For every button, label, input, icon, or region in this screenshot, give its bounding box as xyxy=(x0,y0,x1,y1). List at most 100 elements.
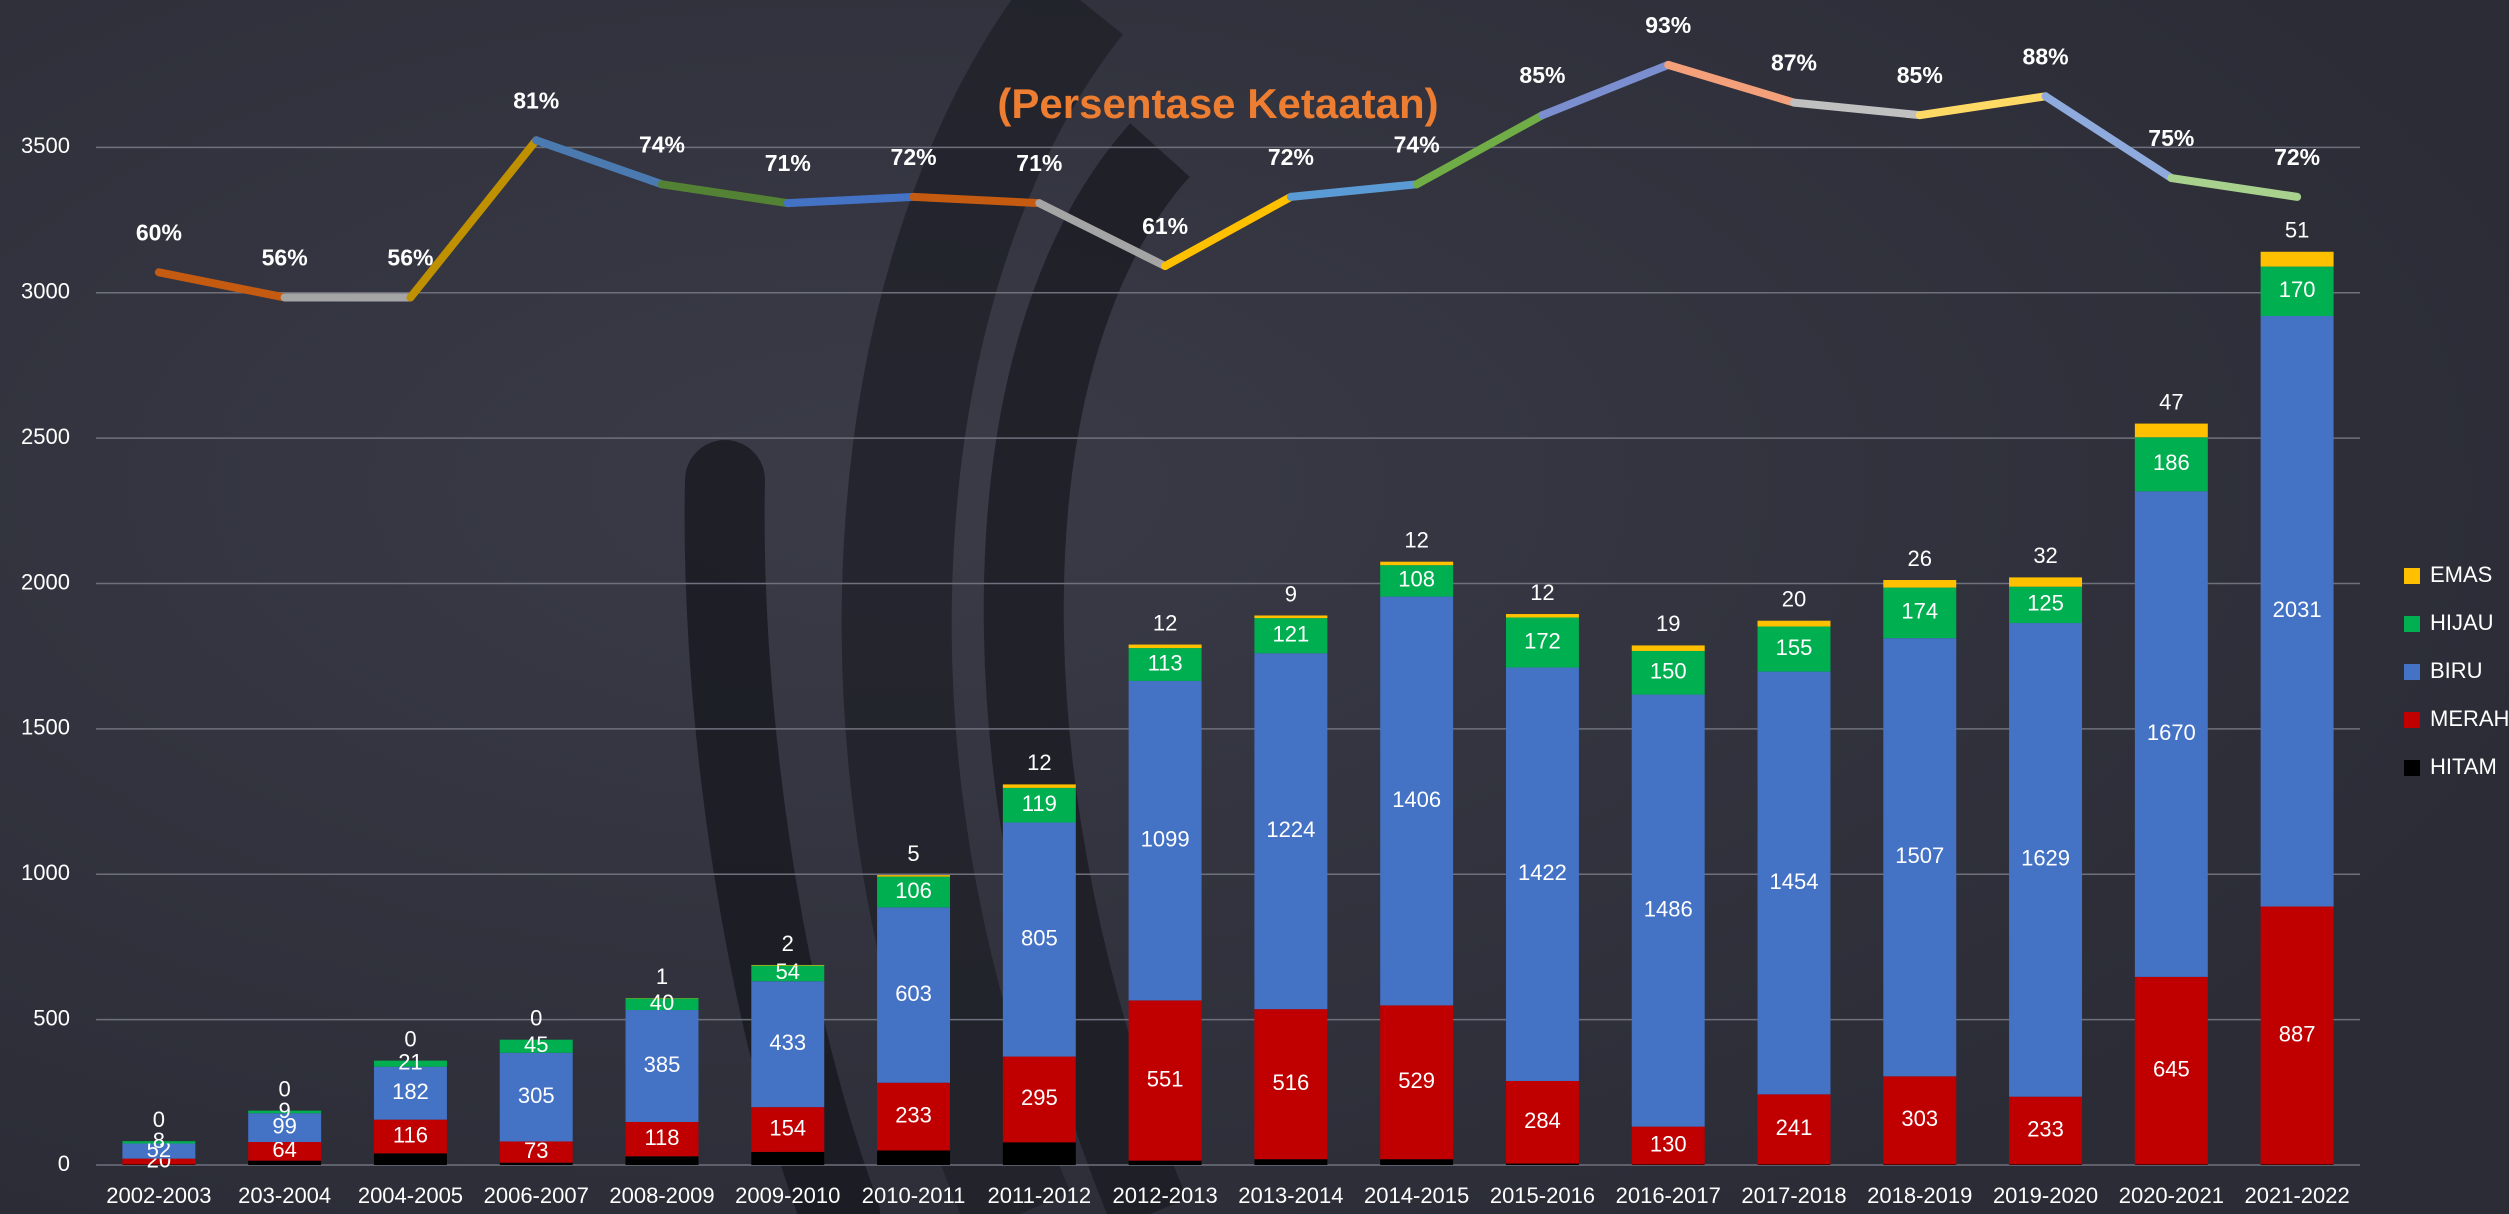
data-label: 645 xyxy=(2153,1056,2190,1081)
bar-segment xyxy=(1883,587,1957,639)
bar-segment xyxy=(1128,644,1202,649)
line-segment xyxy=(1161,192,1295,271)
bar-segment xyxy=(122,1141,196,1144)
line-segment xyxy=(1412,111,1547,189)
x-tick-label: 2020-2021 xyxy=(2119,1183,2224,1208)
legend-label: HITAM xyxy=(2430,754,2497,779)
bar-segment xyxy=(877,1150,951,1165)
data-label: 603 xyxy=(895,981,932,1006)
x-tick-label: 2017-2018 xyxy=(1741,1183,1846,1208)
line-segment xyxy=(2041,92,2176,183)
line-label: 93% xyxy=(1645,12,1691,38)
bar-segment xyxy=(1002,784,1076,788)
bar-segment xyxy=(2134,976,2208,1165)
bar-segment xyxy=(1002,822,1076,1057)
bar-segment xyxy=(1631,1126,1705,1165)
data-label: 170 xyxy=(2279,277,2316,302)
data-label: 182 xyxy=(392,1079,429,1104)
bar-segment xyxy=(1505,614,1579,618)
bar-segment xyxy=(248,1110,322,1114)
data-label: 433 xyxy=(769,1030,806,1055)
bar-segment xyxy=(2009,586,2083,624)
bar-segment xyxy=(1254,615,1328,619)
bar-segment xyxy=(2009,1096,2083,1165)
bar-segment xyxy=(877,907,951,1083)
line-segment xyxy=(532,136,666,189)
data-label: 99 xyxy=(272,1113,296,1138)
line-segment xyxy=(1286,180,1421,201)
bar-segment xyxy=(1757,626,1831,672)
bar-segment xyxy=(751,965,825,982)
legend-swatch xyxy=(2404,712,2420,728)
bar-segment xyxy=(1002,787,1076,823)
data-label: 551 xyxy=(1147,1066,1184,1091)
bar-segment xyxy=(1254,618,1328,654)
legend-label: HIJAU xyxy=(2430,610,2494,635)
bar-segment xyxy=(2260,316,2334,907)
bar-segment xyxy=(1380,596,1454,1006)
bar-segment xyxy=(751,1107,825,1152)
data-label: 12 xyxy=(1027,750,1051,775)
bar-segment xyxy=(2260,1164,2334,1165)
bar-segment xyxy=(1254,653,1328,1010)
data-label: 113 xyxy=(1148,650,1183,675)
bar-segment xyxy=(1128,1000,1202,1161)
data-label: 121 xyxy=(1273,622,1310,647)
bar-segment xyxy=(1002,1056,1076,1143)
line-segment xyxy=(658,180,792,208)
data-label: 47 xyxy=(2159,389,2183,414)
bar-segment xyxy=(751,981,825,1108)
legend-swatch xyxy=(2404,664,2420,680)
x-tick-label: 2008-2009 xyxy=(609,1183,714,1208)
data-label: 385 xyxy=(644,1052,681,1077)
data-label: 0 xyxy=(404,1026,416,1051)
bar-segment xyxy=(1757,1094,1831,1165)
line-label: 56% xyxy=(262,245,308,271)
bar-segment xyxy=(122,1143,196,1159)
data-label: 125 xyxy=(2027,591,2064,616)
bar-segment xyxy=(499,1039,573,1053)
data-label: 0 xyxy=(279,1076,291,1101)
line-label: 85% xyxy=(1897,62,1943,88)
bar-segment xyxy=(1505,667,1579,1081)
line-label: 75% xyxy=(2148,125,2194,151)
data-label: 154 xyxy=(769,1115,806,1140)
line-label: 61% xyxy=(1142,213,1188,239)
x-tick-label: 2019-2020 xyxy=(1993,1183,2098,1208)
line-segment xyxy=(1664,60,1798,107)
bar-segment xyxy=(877,875,951,877)
line-label: 71% xyxy=(1016,150,1062,176)
bar-segment xyxy=(2260,266,2334,317)
data-label: 8 xyxy=(153,1128,165,1153)
bar-segment xyxy=(1254,1159,1328,1165)
legend-label: BIRU xyxy=(2430,658,2483,683)
line-label: 81% xyxy=(513,87,559,113)
data-label: 0 xyxy=(153,1107,165,1132)
data-label: 26 xyxy=(1908,546,1932,571)
bar-segment xyxy=(2009,1164,2083,1165)
bar-segment xyxy=(1631,645,1705,651)
line-segment xyxy=(783,192,918,208)
x-tick-label: 2004-2005 xyxy=(358,1183,463,1208)
bar-segment xyxy=(373,1060,447,1067)
line-segment xyxy=(1538,60,1673,120)
bar-segment xyxy=(1631,694,1705,1127)
bar-segment xyxy=(877,1082,951,1151)
x-tick-label: 2013-2014 xyxy=(1238,1183,1343,1208)
data-label: 52 xyxy=(147,1137,171,1162)
y-tick-label: 1000 xyxy=(21,860,70,885)
bar-segment xyxy=(2260,251,2334,267)
data-label: 9 xyxy=(1285,581,1297,606)
bar-segment xyxy=(499,1141,573,1163)
data-label: 116 xyxy=(393,1122,428,1147)
bar-segment xyxy=(1380,1159,1454,1165)
y-tick-label: 3500 xyxy=(21,133,70,158)
bar-segment xyxy=(1505,617,1579,668)
legend-swatch xyxy=(2404,616,2420,632)
data-label: 12 xyxy=(1153,610,1177,635)
y-tick-label: 2500 xyxy=(21,424,70,449)
legend-label: EMAS xyxy=(2430,562,2492,587)
data-label: 20 xyxy=(1782,587,1806,612)
bar-segment xyxy=(751,964,825,966)
data-label: 887 xyxy=(2279,1021,2316,1046)
